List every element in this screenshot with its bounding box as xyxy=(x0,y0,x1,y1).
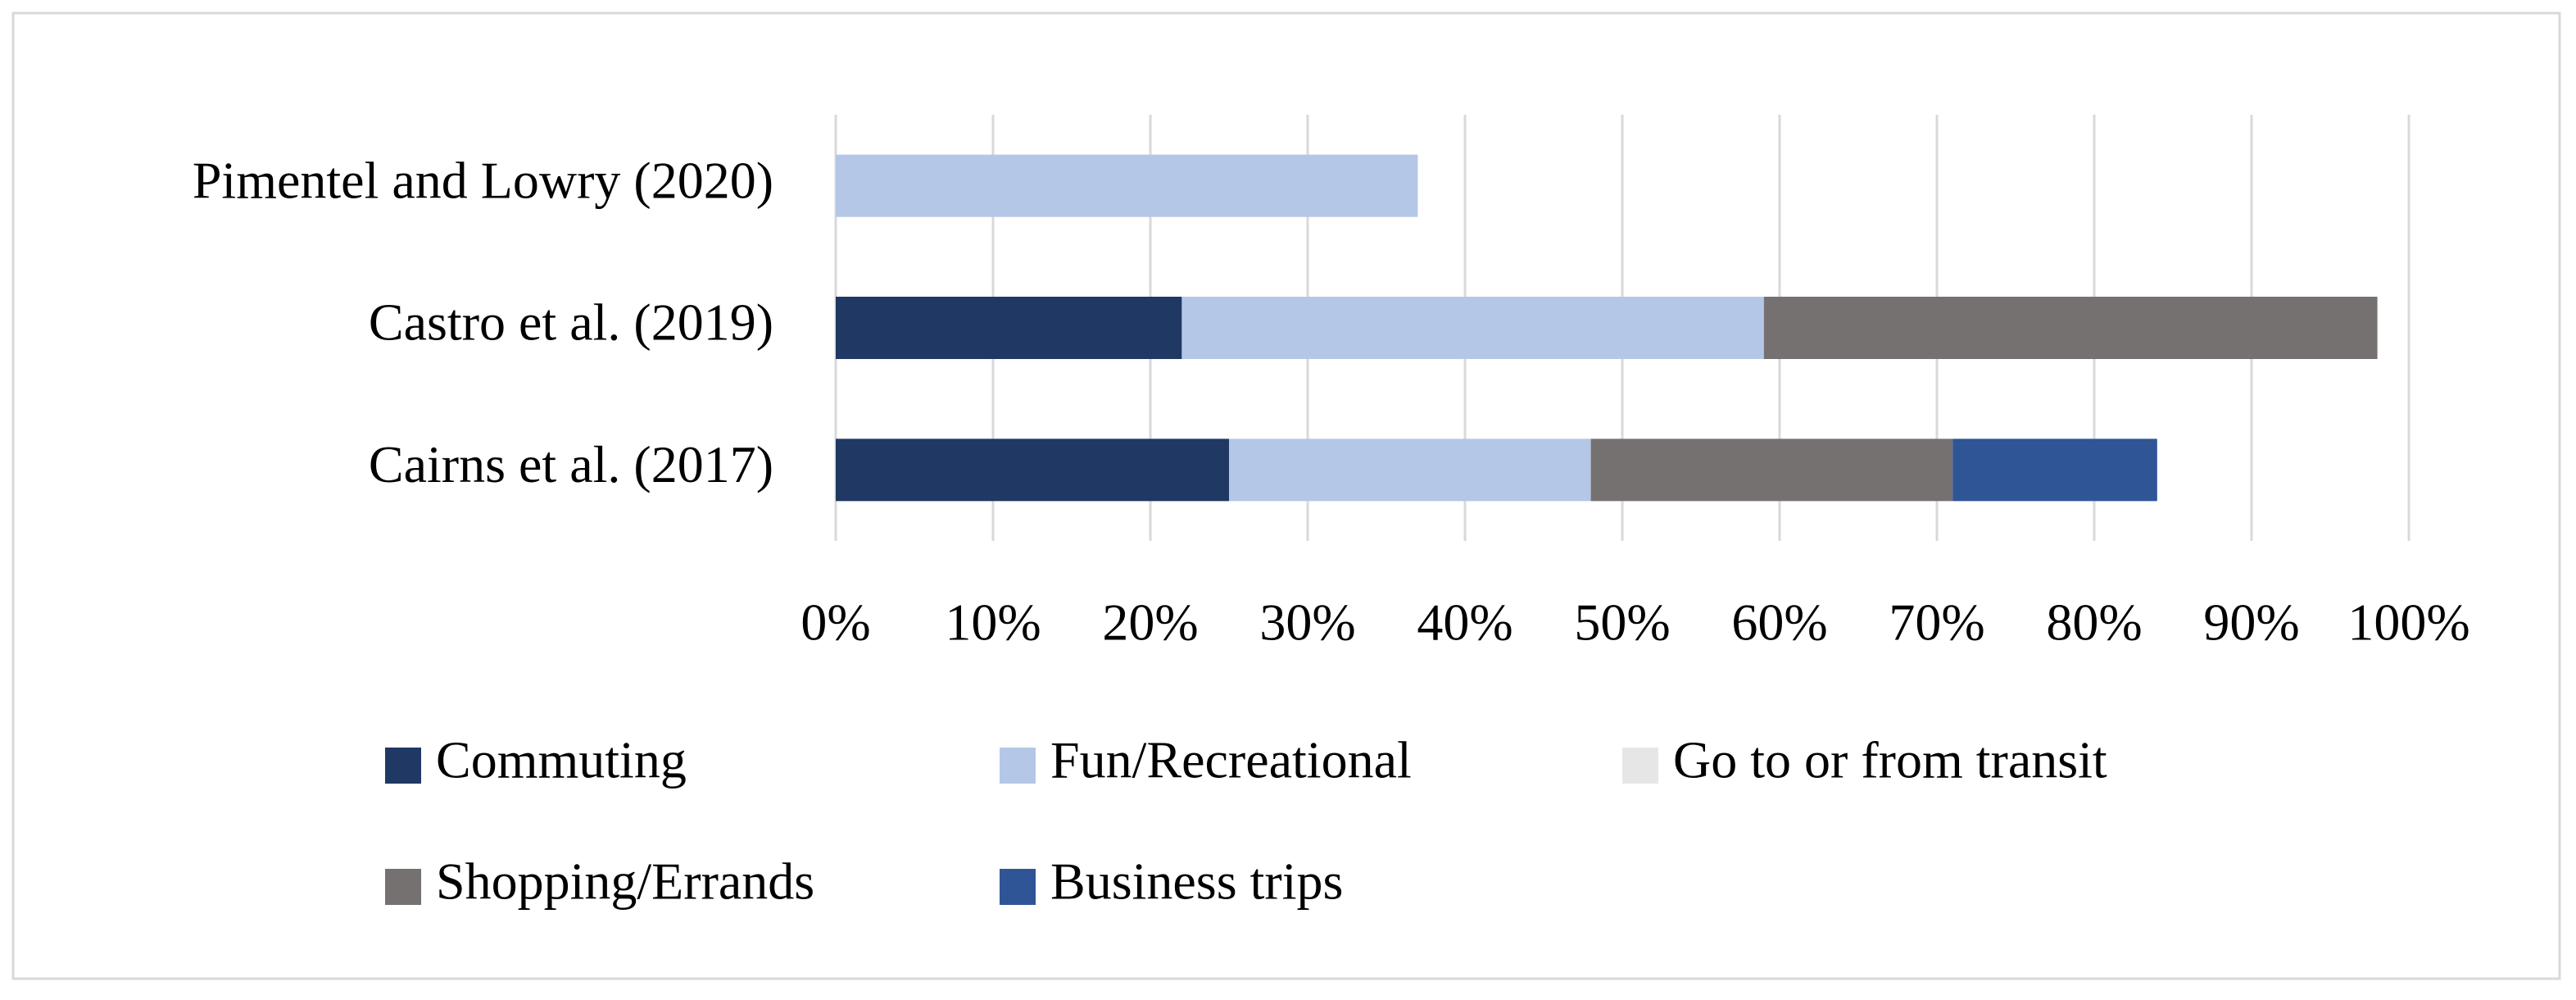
y-tick-label: Cairns et al. (2017) xyxy=(369,435,773,493)
x-tick-label: 60% xyxy=(1731,593,1827,652)
bar-segment xyxy=(836,439,1229,502)
legend-swatch xyxy=(385,748,421,784)
legend-label: Business trips xyxy=(1050,852,1343,911)
x-tick-label: 50% xyxy=(1574,593,1670,652)
bar-segment xyxy=(1229,439,1591,502)
x-tick-label: 70% xyxy=(1889,593,1984,652)
bar-segment xyxy=(836,297,1182,359)
legend-swatch xyxy=(1622,748,1658,784)
x-tick-label: 100% xyxy=(2347,593,2469,652)
bar-segment xyxy=(1952,439,2157,502)
legend-label: Fun/Recreational xyxy=(1050,731,1412,789)
x-tick-label: 40% xyxy=(1417,593,1512,652)
bar-segment xyxy=(1181,297,1764,359)
bar-segment xyxy=(1590,439,1953,502)
legend-swatch xyxy=(1000,748,1036,784)
y-tick-label: Castro et al. (2019) xyxy=(369,293,773,352)
legend-swatch xyxy=(1000,869,1036,905)
bar-segment xyxy=(1763,297,2378,359)
legend-label: Shopping/Errands xyxy=(436,852,814,911)
legend-label: Commuting xyxy=(436,731,687,789)
x-tick-label: 30% xyxy=(1259,593,1355,652)
bar-segment xyxy=(836,154,1418,217)
y-tick-label: Pimentel and Lowry (2020) xyxy=(193,151,773,209)
legend-label: Go to or from transit xyxy=(1673,731,2107,789)
x-tick-label: 20% xyxy=(1102,593,1198,652)
x-tick-label: 10% xyxy=(945,593,1041,652)
x-tick-label: 0% xyxy=(800,593,870,652)
x-tick-label: 80% xyxy=(2046,593,2142,652)
legend-swatch xyxy=(385,869,421,905)
x-tick-label: 90% xyxy=(2203,593,2299,652)
